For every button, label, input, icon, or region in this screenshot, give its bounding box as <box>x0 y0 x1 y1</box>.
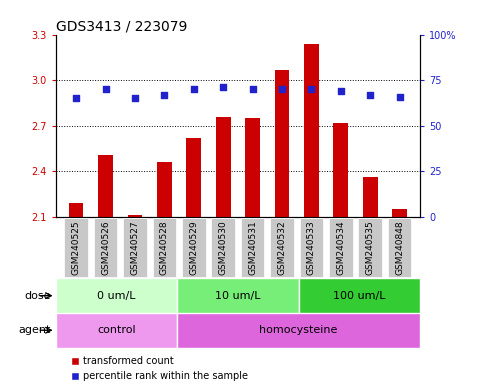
Bar <box>157 162 172 217</box>
Point <box>131 95 139 101</box>
Point <box>249 86 256 93</box>
Text: GSM240527: GSM240527 <box>130 220 140 275</box>
FancyBboxPatch shape <box>182 218 206 277</box>
Text: homocysteine: homocysteine <box>259 325 338 335</box>
Text: GDS3413 / 223079: GDS3413 / 223079 <box>56 20 187 33</box>
Bar <box>56 278 177 313</box>
Text: control: control <box>97 325 136 335</box>
Point <box>366 92 374 98</box>
FancyBboxPatch shape <box>212 218 235 277</box>
Bar <box>56 313 177 348</box>
Text: GSM240528: GSM240528 <box>160 220 169 275</box>
Text: GSM240531: GSM240531 <box>248 220 257 275</box>
Text: GSM240848: GSM240848 <box>395 220 404 275</box>
FancyBboxPatch shape <box>153 218 176 277</box>
FancyBboxPatch shape <box>329 218 353 277</box>
Text: GSM240534: GSM240534 <box>336 220 345 275</box>
Point <box>337 88 345 94</box>
Text: GSM240532: GSM240532 <box>278 220 286 275</box>
Text: GSM240529: GSM240529 <box>189 220 198 275</box>
Bar <box>177 278 298 313</box>
Text: GSM240525: GSM240525 <box>71 220 81 275</box>
FancyBboxPatch shape <box>123 218 147 277</box>
FancyBboxPatch shape <box>270 218 294 277</box>
Bar <box>298 278 420 313</box>
Point <box>190 86 198 93</box>
Point <box>160 92 168 98</box>
Bar <box>363 177 378 217</box>
Text: GSM240526: GSM240526 <box>101 220 110 275</box>
FancyBboxPatch shape <box>241 218 264 277</box>
Point <box>219 84 227 91</box>
Text: agent: agent <box>18 325 51 335</box>
Bar <box>392 209 407 217</box>
Bar <box>69 203 84 217</box>
Point <box>396 94 403 100</box>
FancyBboxPatch shape <box>358 218 382 277</box>
Bar <box>304 44 319 217</box>
Bar <box>245 118 260 217</box>
Text: 100 um/L: 100 um/L <box>333 291 386 301</box>
Text: 10 um/L: 10 um/L <box>215 291 261 301</box>
Legend: transformed count, percentile rank within the sample: transformed count, percentile rank withi… <box>68 353 252 384</box>
Text: 0 um/L: 0 um/L <box>97 291 136 301</box>
Text: dose: dose <box>24 291 51 301</box>
Text: GSM240535: GSM240535 <box>366 220 375 275</box>
FancyBboxPatch shape <box>388 218 412 277</box>
Text: GSM240530: GSM240530 <box>219 220 227 275</box>
FancyBboxPatch shape <box>64 218 88 277</box>
Bar <box>275 70 289 217</box>
Text: GSM240533: GSM240533 <box>307 220 316 275</box>
Bar <box>98 155 113 217</box>
FancyBboxPatch shape <box>94 218 117 277</box>
Point <box>308 86 315 93</box>
Bar <box>186 138 201 217</box>
Bar <box>216 117 230 217</box>
Point <box>278 86 286 93</box>
Point <box>102 86 110 93</box>
Bar <box>177 313 420 348</box>
Bar <box>128 215 142 217</box>
Bar <box>333 123 348 217</box>
FancyBboxPatch shape <box>299 218 323 277</box>
Point <box>72 95 80 101</box>
